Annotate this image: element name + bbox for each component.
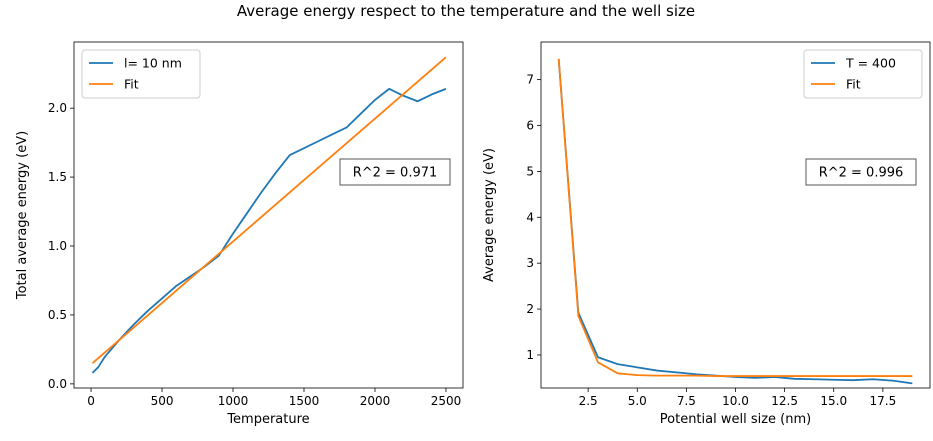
x-tick-label: 15.0 [820, 394, 847, 408]
r-squared-label: R^2 = 0.971 [353, 166, 438, 181]
x-tick-label: 2500 [431, 394, 462, 408]
y-tick-label: 3 [526, 256, 534, 270]
axes-frame [73, 41, 464, 389]
x-tick-label: 1500 [289, 394, 320, 408]
legend-label: Fit [846, 77, 861, 92]
r-squared-box [339, 158, 451, 186]
y-tick-label: 7 [526, 73, 534, 87]
x-tick-label: 7.5 [677, 394, 696, 408]
y-tick-label: 1.5 [48, 170, 67, 184]
legend-label: l= 10 nm [124, 56, 182, 71]
y-tick-label: 4 [526, 210, 534, 224]
x-tick-label: 5.0 [628, 394, 647, 408]
y-tick-label: 0.5 [48, 308, 67, 322]
x-tick-label: 10.0 [722, 394, 749, 408]
y-axis-label: Average energy (eV) [482, 148, 497, 282]
series-line-0 [91, 87, 447, 374]
y-tick-label: 0.0 [48, 377, 67, 391]
figure-title: Average energy respect to the temperatur… [237, 2, 695, 20]
well-size-chart: 2.5 5.0 7.5 10.0 12.5 15.0 17.5 1 2 3 4 5 6 7 Potentia… [482, 41, 931, 427]
x-tick-label: 12.5 [771, 394, 798, 408]
x-tick-label: 0 [87, 394, 95, 408]
legend-box [81, 49, 201, 99]
series-line-0 [557, 58, 913, 385]
legend-box [803, 49, 923, 99]
y-tick-label: 6 [526, 119, 534, 133]
legend-label: T = 400 [845, 56, 896, 71]
legend-label: Fit [124, 77, 139, 92]
y-tick-label: 2 [526, 302, 534, 316]
x-tick-label: 500 [151, 394, 174, 408]
y-tick-label: 2.0 [48, 101, 67, 115]
r-squared-label: R^2 = 0.996 [819, 166, 904, 181]
x-tick-label: 1000 [218, 394, 249, 408]
legend: T = 400 Fit [803, 49, 923, 99]
series-line-1 [557, 58, 913, 377]
x-axis-label: Temperature [226, 412, 309, 427]
series-line-1 [91, 56, 447, 364]
r-squared-box [805, 158, 917, 186]
x-axis-label: Potential well size (nm) [660, 412, 811, 427]
y-tick-label: 5 [526, 164, 534, 178]
temperature-chart: 0 500 1000 1500 2000 2500 0.0 0.5 1.0 1.5 2.0 Tempe… [15, 41, 464, 427]
y-tick-label: 1 [526, 348, 534, 362]
legend: l= 10 nm Fit [81, 49, 201, 99]
y-tick-label: 1.0 [48, 239, 67, 253]
x-tick-label: 2000 [360, 394, 391, 408]
x-tick-label: 2.5 [579, 394, 598, 408]
y-axis-label: Total average energy (eV) [15, 131, 30, 300]
x-tick-label: 17.5 [869, 394, 896, 408]
